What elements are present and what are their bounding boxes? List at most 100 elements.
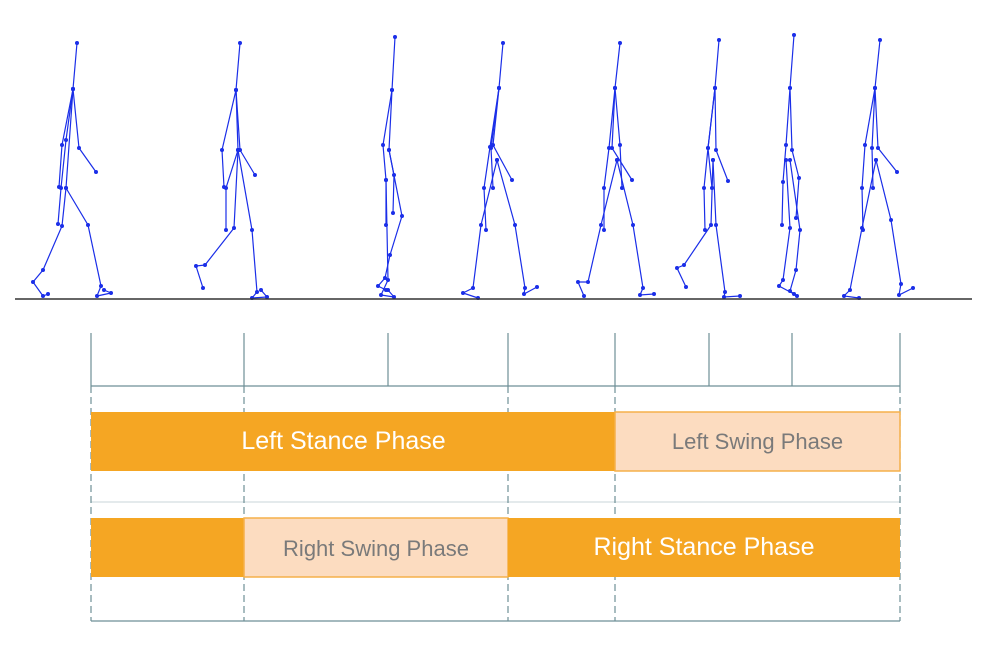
joint-marker xyxy=(873,86,877,90)
joint-marker xyxy=(510,178,514,182)
joint-marker xyxy=(848,288,852,292)
joint-marker xyxy=(860,186,864,190)
right-stance-label: Right Stance Phase xyxy=(593,533,815,561)
joint-marker xyxy=(684,285,688,289)
joint-marker xyxy=(703,228,707,232)
joint-marker xyxy=(393,35,397,39)
joint-marker xyxy=(777,284,781,288)
joint-marker xyxy=(582,294,586,298)
joint-marker xyxy=(57,185,61,189)
joint-marker xyxy=(717,38,721,42)
right-stance-bar-start xyxy=(91,518,244,577)
joint-marker xyxy=(607,146,611,150)
joint-marker xyxy=(386,278,390,282)
joint-marker xyxy=(899,282,903,286)
joint-marker xyxy=(780,223,784,227)
joint-marker xyxy=(102,288,106,292)
joint-marker xyxy=(798,228,802,232)
limb-segment xyxy=(714,87,729,182)
joint-marker xyxy=(784,143,788,147)
joint-marker xyxy=(387,148,391,152)
limb-segment xyxy=(778,159,795,295)
joint-marker xyxy=(523,286,527,290)
joint-marker xyxy=(479,223,483,227)
joint-marker xyxy=(618,143,622,147)
joint-marker xyxy=(109,291,113,295)
joint-marker xyxy=(489,146,493,150)
joint-marker xyxy=(702,186,706,190)
limb-segment xyxy=(614,87,623,189)
limb-segment xyxy=(235,89,256,176)
joint-marker xyxy=(400,214,404,218)
joint-marker xyxy=(620,186,624,190)
walking-figure-6 xyxy=(675,38,742,299)
joint-marker xyxy=(255,290,259,294)
limb-segment xyxy=(789,87,800,219)
joint-marker xyxy=(781,278,785,282)
joint-marker xyxy=(615,158,619,162)
walking-figures xyxy=(31,33,915,300)
joint-marker xyxy=(602,228,606,232)
joint-marker xyxy=(641,286,645,290)
joint-marker xyxy=(232,226,236,230)
walking-figure-3 xyxy=(376,35,404,299)
walking-figure-1 xyxy=(31,41,113,298)
limb-segment xyxy=(57,42,78,225)
joint-marker xyxy=(726,179,730,183)
left-stance-label: Left Stance Phase xyxy=(241,427,446,455)
joint-marker xyxy=(194,264,198,268)
joint-marker xyxy=(77,146,81,150)
limb-segment xyxy=(874,87,898,173)
joint-marker xyxy=(234,88,238,92)
joint-marker xyxy=(224,228,228,232)
joint-marker xyxy=(630,178,634,182)
limb-segment xyxy=(842,159,877,299)
walking-figure-5 xyxy=(576,41,656,298)
joint-marker xyxy=(788,158,792,162)
joint-marker xyxy=(897,293,901,297)
joint-marker xyxy=(64,138,68,142)
walking-figure-7 xyxy=(777,33,802,298)
joint-marker xyxy=(71,87,75,91)
right-stance-bar xyxy=(508,518,900,577)
limb-segment xyxy=(377,149,403,291)
joint-marker xyxy=(738,294,742,298)
walking-figure-2 xyxy=(194,41,269,300)
joint-marker xyxy=(842,294,846,298)
joint-marker xyxy=(95,294,99,298)
joint-marker xyxy=(64,186,68,190)
joint-marker xyxy=(792,33,796,37)
joint-marker xyxy=(586,280,590,284)
joint-marker xyxy=(797,176,801,180)
joint-marker xyxy=(599,223,603,227)
joint-marker xyxy=(391,211,395,215)
joint-marker xyxy=(461,291,465,295)
joint-marker xyxy=(714,223,718,227)
joint-marker xyxy=(384,178,388,182)
joint-marker xyxy=(376,284,380,288)
limb-segment xyxy=(221,89,237,188)
joint-marker xyxy=(392,295,396,299)
joint-marker xyxy=(484,228,488,232)
joint-marker xyxy=(253,173,257,177)
joint-marker xyxy=(874,158,878,162)
joint-marker xyxy=(222,185,226,189)
limb-segment xyxy=(616,159,655,296)
joint-marker xyxy=(203,263,207,267)
limb-segment xyxy=(237,149,269,299)
joint-marker xyxy=(613,86,617,90)
joint-marker xyxy=(46,292,50,296)
joint-marker xyxy=(602,186,606,190)
limb-segment xyxy=(676,159,714,288)
joint-marker xyxy=(94,170,98,174)
limb-segment xyxy=(875,159,914,297)
joint-marker xyxy=(501,41,505,45)
left-swing-bar xyxy=(614,411,901,472)
joint-marker xyxy=(788,86,792,90)
joint-marker xyxy=(576,280,580,284)
joint-marker xyxy=(911,286,915,290)
joint-marker xyxy=(610,146,614,150)
limb-segment xyxy=(496,159,538,296)
joint-marker xyxy=(895,170,899,174)
